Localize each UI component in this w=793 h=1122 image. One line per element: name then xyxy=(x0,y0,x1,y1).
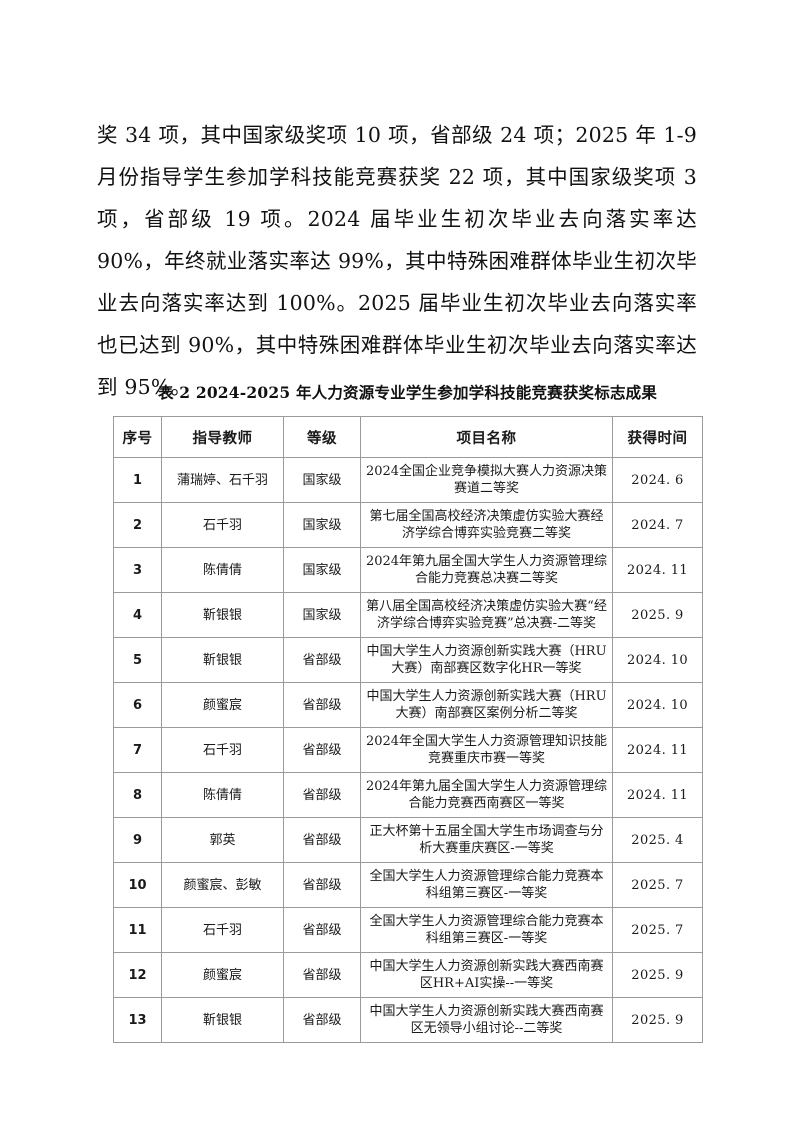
row-teacher: 陈倩倩 xyxy=(161,547,284,593)
table-header: 序号 指导教师 等级 项目名称 获得时间 xyxy=(113,416,703,458)
column-header-date: 获得时间 xyxy=(612,416,703,458)
row-date: 2025. 7 xyxy=(612,862,703,908)
row-project: 第八届全国高校经济决策虚仿实验大赛“经济学综合博弈实验竞赛”总决赛-二等奖 xyxy=(360,592,613,638)
row-project: 2024年第九届全国大学生人力资源管理综合能力竞赛总决赛二等奖 xyxy=(360,547,613,593)
row-teacher: 靳银银 xyxy=(161,592,284,638)
row-project: 2024全国企业竞争模拟大赛人力资源决策赛道二等奖 xyxy=(360,457,613,503)
row-index: 9 xyxy=(113,817,162,863)
row-level: 国家级 xyxy=(283,592,361,638)
award-table: 序号 指导教师 等级 项目名称 获得时间 1 蒲瑞婷、石千羽 国家级 2024全国企业… xyxy=(113,416,703,1043)
row-project: 正大杯第十五届全国大学生市场调查与分析大赛重庆赛区-一等奖 xyxy=(360,817,613,863)
row-index: 8 xyxy=(113,772,162,818)
row-teacher: 颜蜜宸、彭敏 xyxy=(161,862,284,908)
row-project: 第七届全国高校经济决策虚仿实验大赛经济学综合博弈实验竞赛二等奖 xyxy=(360,502,613,548)
row-index: 6 xyxy=(113,682,162,728)
row-level: 省部级 xyxy=(283,682,361,728)
row-date: 2024. 11 xyxy=(612,547,703,593)
row-project: 全国大学生人力资源管理综合能力竞赛本科组第三赛区-一等奖 xyxy=(360,907,613,953)
row-teacher: 颜蜜宸 xyxy=(161,952,284,998)
row-level: 省部级 xyxy=(283,997,361,1043)
table-row: 5 靳银银 省部级 中国大学生人力资源创新实践大赛（HRU大赛）南部赛区数字化HR一等… xyxy=(113,637,703,683)
row-level: 国家级 xyxy=(283,547,361,593)
row-teacher: 靳银银 xyxy=(161,637,284,683)
row-date: 2024. 10 xyxy=(612,637,703,683)
table-caption: 表 2 2024-2025 年人力资源专业学生参加学科技能竞赛获奖标志成果 xyxy=(157,383,658,402)
row-project: 2024年全国大学生人力资源管理知识技能竞赛重庆市赛一等奖 xyxy=(360,727,613,773)
table-row: 7 石千羽 省部级 2024年全国大学生人力资源管理知识技能竞赛重庆市赛一等奖 2024… xyxy=(113,727,703,773)
table-row: 13 靳银银 省部级 中国大学生人力资源创新实践大赛西南赛区无领导小组讨论--二等奖 2… xyxy=(113,997,703,1043)
row-index: 11 xyxy=(113,907,162,953)
row-teacher: 靳银银 xyxy=(161,997,284,1043)
column-header-level: 等级 xyxy=(283,416,361,458)
row-date: 2024. 11 xyxy=(612,727,703,773)
table-row: 12 颜蜜宸 省部级 中国大学生人力资源创新实践大赛西南赛区HR+AI实操--一等奖 2… xyxy=(113,952,703,998)
row-index: 7 xyxy=(113,727,162,773)
row-level: 省部级 xyxy=(283,727,361,773)
row-level: 省部级 xyxy=(283,772,361,818)
row-project: 全国大学生人力资源管理综合能力竞赛本科组第三赛区-一等奖 xyxy=(360,862,613,908)
row-date: 2025. 7 xyxy=(612,907,703,953)
table-body: 1 蒲瑞婷、石千羽 国家级 2024全国企业竞争模拟大赛人力资源决策赛道二等奖 2024… xyxy=(113,457,703,1043)
row-teacher: 石千羽 xyxy=(161,502,284,548)
row-date: 2025. 9 xyxy=(612,997,703,1043)
row-index: 2 xyxy=(113,502,162,548)
table-row: 1 蒲瑞婷、石千羽 国家级 2024全国企业竞争模拟大赛人力资源决策赛道二等奖 2024… xyxy=(113,457,703,503)
column-header-project: 项目名称 xyxy=(360,416,613,458)
row-teacher: 陈倩倩 xyxy=(161,772,284,818)
table-row: 4 靳银银 国家级 第八届全国高校经济决策虚仿实验大赛“经济学综合博弈实验竞赛”总决赛… xyxy=(113,592,703,638)
row-level: 省部级 xyxy=(283,907,361,953)
row-index: 13 xyxy=(113,997,162,1043)
table-row: 2 石千羽 国家级 第七届全国高校经济决策虚仿实验大赛经济学综合博弈实验竞赛二等奖 20… xyxy=(113,502,703,548)
row-date: 2025. 4 xyxy=(612,817,703,863)
row-index: 4 xyxy=(113,592,162,638)
table-row: 8 陈倩倩 省部级 2024年第九届全国大学生人力资源管理综合能力竞赛西南赛区一等奖 2… xyxy=(113,772,703,818)
row-teacher: 蒲瑞婷、石千羽 xyxy=(161,457,284,503)
row-date: 2024. 11 xyxy=(612,772,703,818)
row-level: 省部级 xyxy=(283,637,361,683)
row-teacher: 颜蜜宸 xyxy=(161,682,284,728)
row-index: 1 xyxy=(113,457,162,503)
row-project: 中国大学生人力资源创新实践大赛（HRU大赛）南部赛区数字化HR一等奖 xyxy=(360,637,613,683)
row-project: 中国大学生人力资源创新实践大赛（HRU大赛）南部赛区案例分析二等奖 xyxy=(360,682,613,728)
row-index: 3 xyxy=(113,547,162,593)
row-index: 10 xyxy=(113,862,162,908)
row-teacher: 郭英 xyxy=(161,817,284,863)
row-project: 中国大学生人力资源创新实践大赛西南赛区无领导小组讨论--二等奖 xyxy=(360,997,613,1043)
table-row: 10 颜蜜宸、彭敏 省部级 全国大学生人力资源管理综合能力竞赛本科组第三赛区-一等奖 2… xyxy=(113,862,703,908)
body-paragraph: 奖 34 项，其中国家级奖项 10 项，省部级 24 项；2025 年 1-9 … xyxy=(97,122,697,399)
row-level: 省部级 xyxy=(283,862,361,908)
row-teacher: 石千羽 xyxy=(161,907,284,953)
row-project: 中国大学生人力资源创新实践大赛西南赛区HR+AI实操--一等奖 xyxy=(360,952,613,998)
table-row: 3 陈倩倩 国家级 2024年第九届全国大学生人力资源管理综合能力竞赛总决赛二等奖 20… xyxy=(113,547,703,593)
award-table-container: 序号 指导教师 等级 项目名称 获得时间 1 蒲瑞婷、石千羽 国家级 2024全国企业… xyxy=(113,416,703,1043)
row-level: 省部级 xyxy=(283,817,361,863)
column-header-teacher: 指导教师 xyxy=(161,416,284,458)
row-level: 省部级 xyxy=(283,952,361,998)
table-row: 9 郭英 省部级 正大杯第十五届全国大学生市场调查与分析大赛重庆赛区-一等奖 2025.… xyxy=(113,817,703,863)
row-date: 2025. 9 xyxy=(612,952,703,998)
table-row: 6 颜蜜宸 省部级 中国大学生人力资源创新实践大赛（HRU大赛）南部赛区案例分析二等奖… xyxy=(113,682,703,728)
column-header-index: 序号 xyxy=(113,416,162,458)
row-date: 2024. 7 xyxy=(612,502,703,548)
row-date: 2024. 10 xyxy=(612,682,703,728)
row-index: 12 xyxy=(113,952,162,998)
row-index: 5 xyxy=(113,637,162,683)
row-project: 2024年第九届全国大学生人力资源管理综合能力竞赛西南赛区一等奖 xyxy=(360,772,613,818)
row-level: 国家级 xyxy=(283,502,361,548)
table-row: 11 石千羽 省部级 全国大学生人力资源管理综合能力竞赛本科组第三赛区-一等奖 2025… xyxy=(113,907,703,953)
row-teacher: 石千羽 xyxy=(161,727,284,773)
table-header-row: 序号 指导教师 等级 项目名称 获得时间 xyxy=(113,416,703,458)
row-date: 2024. 6 xyxy=(612,457,703,503)
row-level: 国家级 xyxy=(283,457,361,503)
row-date: 2025. 9 xyxy=(612,592,703,638)
